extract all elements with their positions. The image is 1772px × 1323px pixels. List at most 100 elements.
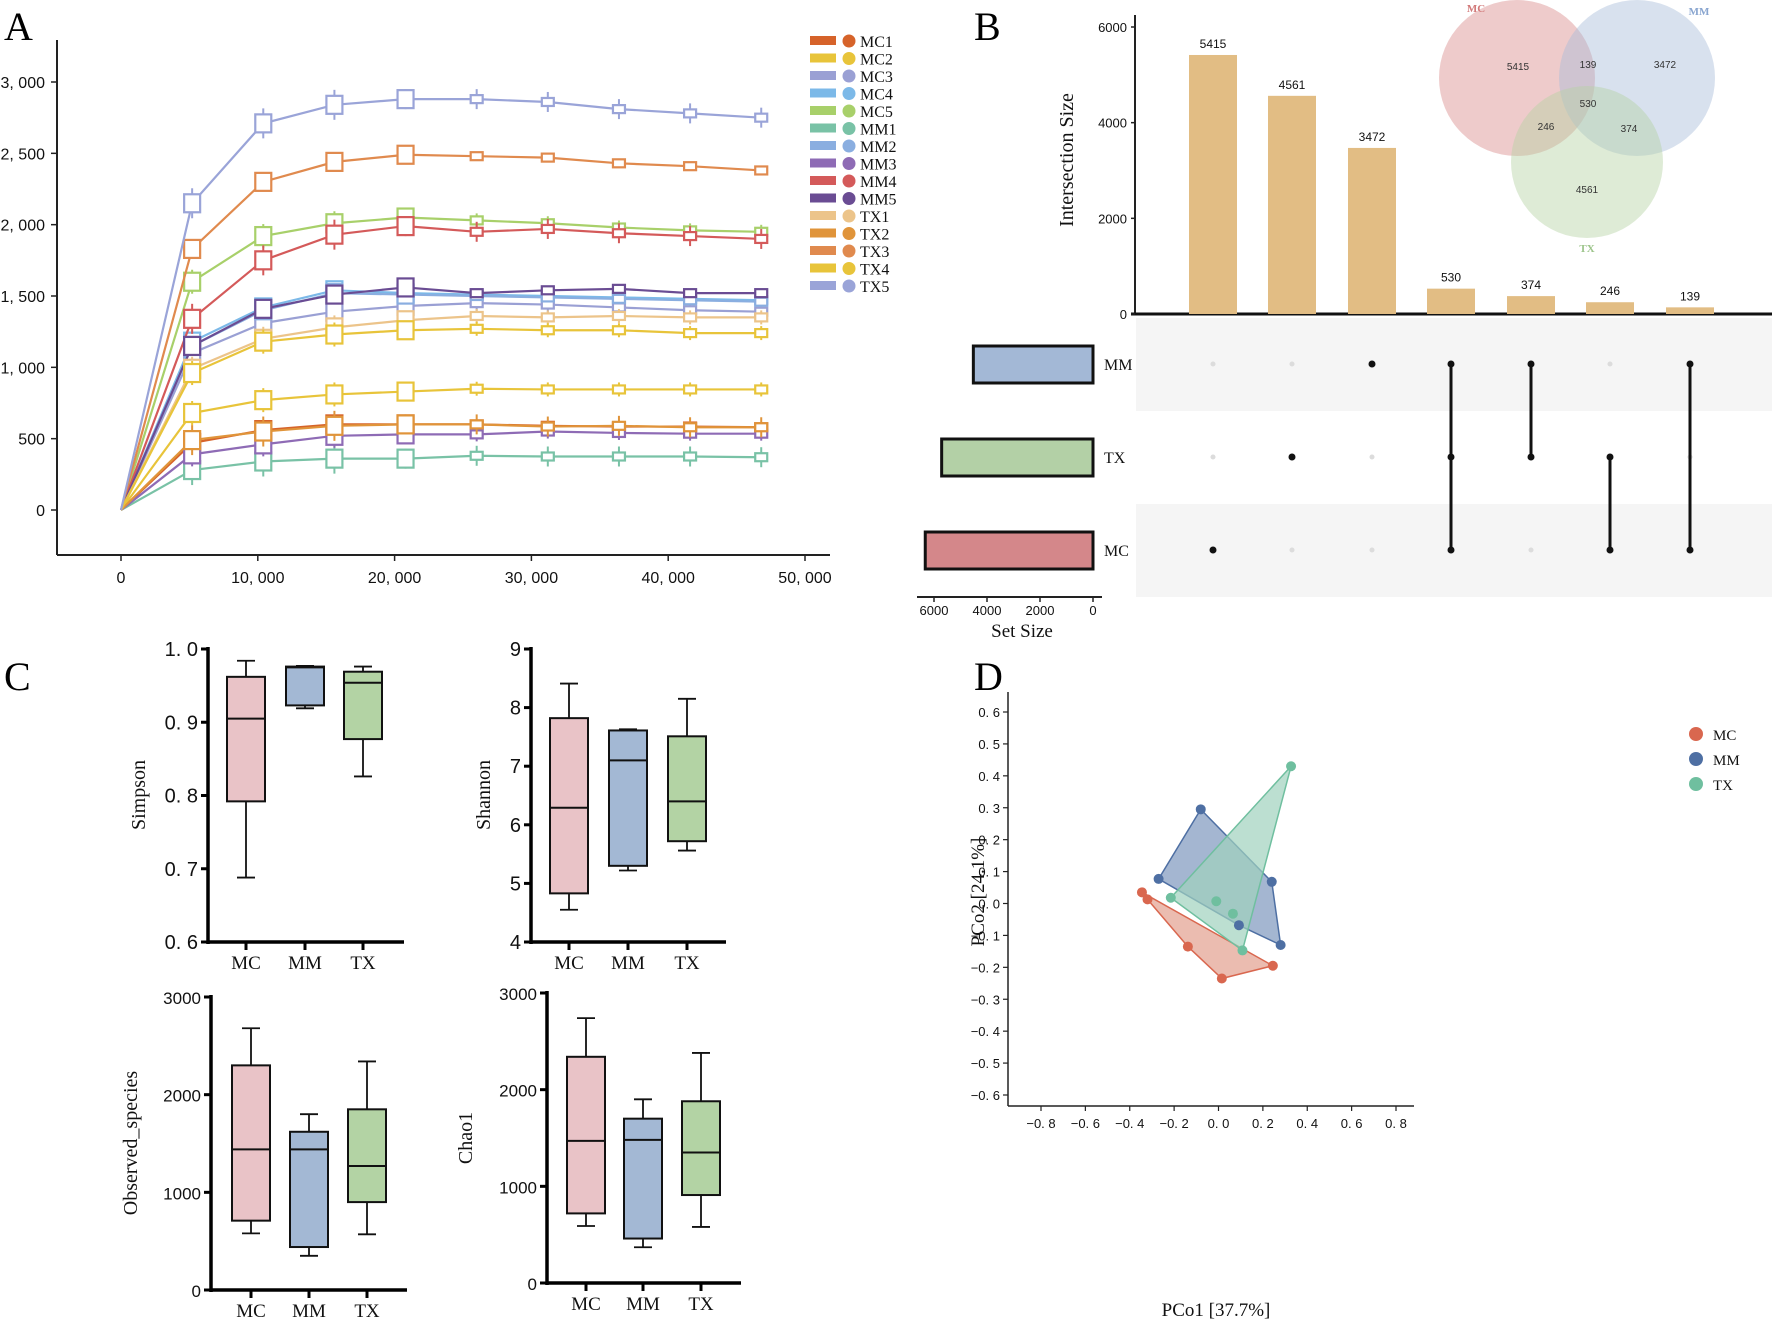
y-tick-label: 0. 3 [978, 801, 1000, 816]
venn-region-value: 139 [1580, 60, 1597, 71]
legend-swatch-MM3 [810, 158, 836, 168]
y-tick-label: 0 [36, 503, 45, 520]
bar-value-label: 374 [1521, 278, 1541, 292]
box-marker [754, 296, 769, 307]
point-MC [1182, 941, 1193, 952]
y-tick-label: 2000 [1098, 211, 1127, 226]
series-line-MM5 [119, 286, 762, 511]
y-tick-label: −0. 4 [971, 1024, 1000, 1039]
legend-label: MC3 [860, 69, 893, 86]
bar-value-label: 5415 [1200, 37, 1227, 51]
matrix-dot-filled [1527, 360, 1535, 368]
set-size-tick-label: 4000 [973, 603, 1002, 618]
matrix-dot-filled [1606, 546, 1614, 554]
series-line-TX3 [119, 153, 762, 511]
series-MM5 [119, 277, 769, 511]
legend-dot-MM [1689, 752, 1703, 766]
box-marker [183, 308, 202, 329]
legend-dot-MM2 [842, 139, 856, 153]
box-marker [183, 335, 202, 357]
y-tick-label: 2, 500 [1, 146, 46, 163]
legend-label: MM5 [860, 192, 896, 209]
y-tick-label: 0 [1120, 307, 1127, 322]
y-axis-title: Shannon [473, 760, 495, 830]
panel-label-c: C [4, 654, 31, 699]
x-tick-label: 40, 000 [642, 570, 695, 587]
panel-label-d: D [974, 654, 1003, 699]
series-line-MM3 [120, 430, 762, 511]
y-tick-label: 4000 [1098, 116, 1127, 131]
legend-label: TX2 [860, 227, 889, 244]
box-marker [183, 271, 202, 292]
series-line-MC4 [119, 289, 762, 511]
point-MM [1153, 873, 1164, 884]
x-tick-label: MC [231, 953, 261, 974]
x-tick-label: 0. 6 [1341, 1116, 1363, 1131]
y-tick-label: 5 [510, 873, 521, 895]
set-row-label: MM [1104, 357, 1132, 374]
box-marker [325, 94, 344, 115]
box-MM [623, 1117, 663, 1240]
point-MM [1195, 804, 1206, 815]
bar-value-label: 3472 [1359, 130, 1386, 144]
point-TX [1237, 945, 1248, 956]
legend-label: TX [1713, 778, 1733, 794]
box-marker [682, 288, 698, 299]
y-tick-label: −0. 1 [971, 928, 1000, 943]
box-marker [611, 293, 627, 304]
legend-swatch-TX5 [810, 281, 836, 290]
box-marker [254, 298, 273, 319]
panel-c-alpha-diversity-boxplots: 0. 6 0. 7 0. 8 0. 9 1. 0 Simpson MC MM TX 4 5 6 7 8 9 S… [120, 639, 741, 1322]
y-tick-label: 0. 4 [978, 769, 1000, 784]
x-tick-label: 0. 2 [1252, 1116, 1274, 1131]
box-marker [540, 325, 555, 336]
y-tick-label: 3, 000 [1, 75, 46, 92]
box-marker [682, 451, 698, 462]
set-size-tick-label: 6000 [920, 603, 949, 618]
boxplot-observed_species: 0 1000 2000 3000 Observed_species MC MM TX [120, 989, 407, 1322]
legend-dot-MC4 [842, 87, 856, 100]
venn-circle-TX [1511, 86, 1663, 238]
point-MC [1142, 894, 1153, 905]
matrix-dot-filled [1606, 453, 1614, 461]
box-marker [325, 448, 344, 469]
y-tick-label: −0. 3 [971, 992, 1000, 1007]
series-MC4 [119, 280, 769, 511]
set-size-tick-label: 2000 [1026, 603, 1055, 618]
series-line-MC3 [119, 302, 762, 511]
series-TX5 [119, 89, 769, 511]
legend-label: TX5 [860, 279, 889, 296]
legend-dot-TX1 [842, 209, 856, 223]
y-tick-label: 0 [528, 1275, 537, 1294]
y-tick-label: 6 [510, 815, 521, 837]
legend-swatch-MC5 [810, 106, 836, 115]
box-marker [754, 384, 769, 395]
series-MC2 [120, 381, 769, 511]
box-marker [254, 225, 273, 247]
y-tick-label: 0 [192, 1282, 201, 1301]
matrix-dot-filled [1209, 546, 1217, 554]
box-marker [254, 171, 273, 192]
box-marker [611, 325, 627, 336]
venn-region-value: 374 [1621, 124, 1638, 135]
y-axis-title: Simpson [128, 760, 150, 830]
legend-swatch-MM4 [810, 176, 836, 185]
y-tick-label: 2000 [499, 1082, 537, 1101]
x-tick-label: TX [354, 1301, 380, 1322]
series-MM1 [120, 443, 769, 511]
box-marker [754, 165, 769, 176]
box-marker [611, 451, 627, 462]
x-tick-label: TX [350, 953, 376, 974]
point-TX [1211, 896, 1222, 907]
box-marker [396, 320, 415, 341]
matrix-dot-empty [1369, 547, 1375, 553]
legend-swatch-MC4 [810, 88, 836, 98]
legend-dot-MC2 [842, 52, 856, 65]
box-marker [396, 215, 415, 237]
y-tick-label: −0. 2 [971, 960, 1000, 975]
series-line-TX2 [120, 423, 762, 511]
intersection-bar [1427, 288, 1475, 314]
legend-dot-MC3 [842, 69, 856, 83]
boxplot-simpson: 0. 6 0. 7 0. 8 0. 9 1. 0 Simpson MC MM TX [128, 639, 404, 974]
legend-label: MM4 [860, 174, 896, 191]
